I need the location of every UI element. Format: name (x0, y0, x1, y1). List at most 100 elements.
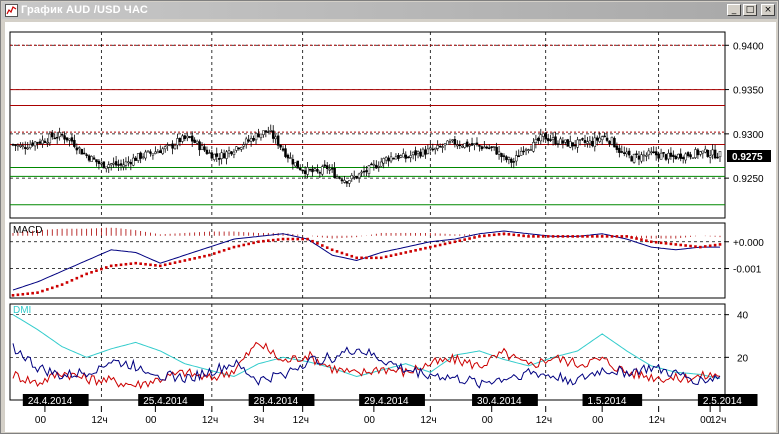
candle[interactable] (679, 153, 682, 159)
candle[interactable] (267, 131, 270, 133)
candle[interactable] (215, 153, 219, 157)
candle[interactable] (409, 155, 412, 158)
title-bar[interactable]: График AUD /USD ЧАС _ □ × (2, 2, 777, 19)
candle[interactable] (659, 152, 663, 160)
candle[interactable] (637, 155, 641, 160)
candle[interactable] (129, 161, 133, 165)
candle[interactable] (259, 133, 263, 139)
candle[interactable] (279, 144, 282, 148)
candle[interactable] (647, 150, 651, 156)
candle[interactable] (519, 150, 523, 156)
candle[interactable] (188, 136, 191, 138)
candle[interactable] (119, 163, 123, 166)
candle[interactable] (576, 139, 579, 148)
candle[interactable] (635, 153, 638, 156)
candle[interactable] (620, 151, 624, 153)
candle[interactable] (242, 144, 246, 147)
candle[interactable] (605, 137, 609, 141)
candle[interactable] (144, 151, 147, 159)
candle[interactable] (85, 154, 88, 156)
candle[interactable] (159, 150, 162, 154)
candle[interactable] (436, 145, 439, 149)
candle[interactable] (357, 173, 361, 179)
candle[interactable] (701, 150, 705, 154)
candle[interactable] (190, 135, 194, 142)
candle[interactable] (694, 149, 697, 158)
candle[interactable] (281, 148, 285, 151)
candle[interactable] (402, 153, 405, 158)
candle[interactable] (414, 150, 417, 156)
candle[interactable] (650, 151, 653, 154)
candle[interactable] (200, 145, 204, 150)
candle[interactable] (652, 151, 655, 153)
candle[interactable] (53, 137, 56, 140)
candle[interactable] (610, 136, 614, 145)
candle[interactable] (78, 147, 81, 149)
candle[interactable] (406, 156, 410, 159)
candle[interactable] (711, 149, 714, 156)
candle[interactable] (348, 180, 351, 184)
candle[interactable] (149, 151, 152, 154)
candle[interactable] (306, 167, 309, 175)
candle[interactable] (235, 146, 238, 151)
candle[interactable] (301, 169, 304, 172)
candle[interactable] (82, 152, 86, 155)
candle[interactable] (389, 156, 393, 162)
candle[interactable] (674, 155, 678, 160)
candle[interactable] (75, 147, 79, 151)
candle[interactable] (608, 140, 611, 144)
candle[interactable] (24, 147, 27, 149)
candle[interactable] (446, 140, 449, 145)
candle[interactable] (308, 168, 312, 171)
candle[interactable] (112, 162, 115, 165)
candle[interactable] (512, 161, 516, 163)
candle[interactable] (662, 152, 665, 154)
candle[interactable] (625, 151, 628, 155)
candle[interactable] (544, 132, 547, 140)
candle[interactable] (686, 152, 690, 157)
candle[interactable] (384, 157, 388, 161)
candle[interactable] (463, 143, 466, 148)
candle[interactable] (382, 158, 385, 164)
candle[interactable] (713, 149, 717, 159)
candle[interactable] (596, 137, 599, 141)
candle[interactable] (392, 157, 395, 160)
candle[interactable] (433, 147, 437, 150)
candle[interactable] (156, 151, 160, 154)
candle[interactable] (244, 138, 248, 145)
candle[interactable] (193, 139, 196, 143)
candle[interactable] (176, 138, 179, 146)
candle[interactable] (225, 151, 228, 159)
candle[interactable] (313, 168, 317, 171)
candle[interactable] (370, 163, 373, 166)
candle[interactable] (291, 159, 295, 165)
minimize-button[interactable]: _ (727, 4, 741, 16)
candle[interactable] (316, 169, 319, 172)
candle[interactable] (114, 161, 118, 166)
candle[interactable] (490, 146, 493, 148)
candle[interactable] (19, 144, 22, 147)
candle[interactable] (26, 147, 29, 150)
candle[interactable] (669, 152, 673, 157)
candle[interactable] (411, 151, 415, 156)
candle[interactable] (65, 137, 69, 141)
candle[interactable] (667, 152, 670, 160)
candle[interactable] (458, 144, 462, 147)
candle[interactable] (583, 140, 587, 143)
candle[interactable] (539, 134, 543, 142)
candle[interactable] (478, 145, 481, 147)
candle[interactable] (173, 145, 177, 150)
candle[interactable] (178, 137, 182, 143)
candle[interactable] (227, 150, 231, 154)
candle[interactable] (262, 130, 265, 135)
candle[interactable] (365, 170, 368, 173)
candle[interactable] (90, 156, 93, 162)
candle[interactable] (578, 139, 582, 141)
candle[interactable] (122, 164, 125, 168)
candle[interactable] (16, 144, 20, 147)
candle[interactable] (429, 147, 432, 150)
candle[interactable] (286, 154, 290, 159)
candle[interactable] (441, 146, 444, 148)
candle[interactable] (46, 142, 49, 144)
candle[interactable] (654, 151, 658, 156)
